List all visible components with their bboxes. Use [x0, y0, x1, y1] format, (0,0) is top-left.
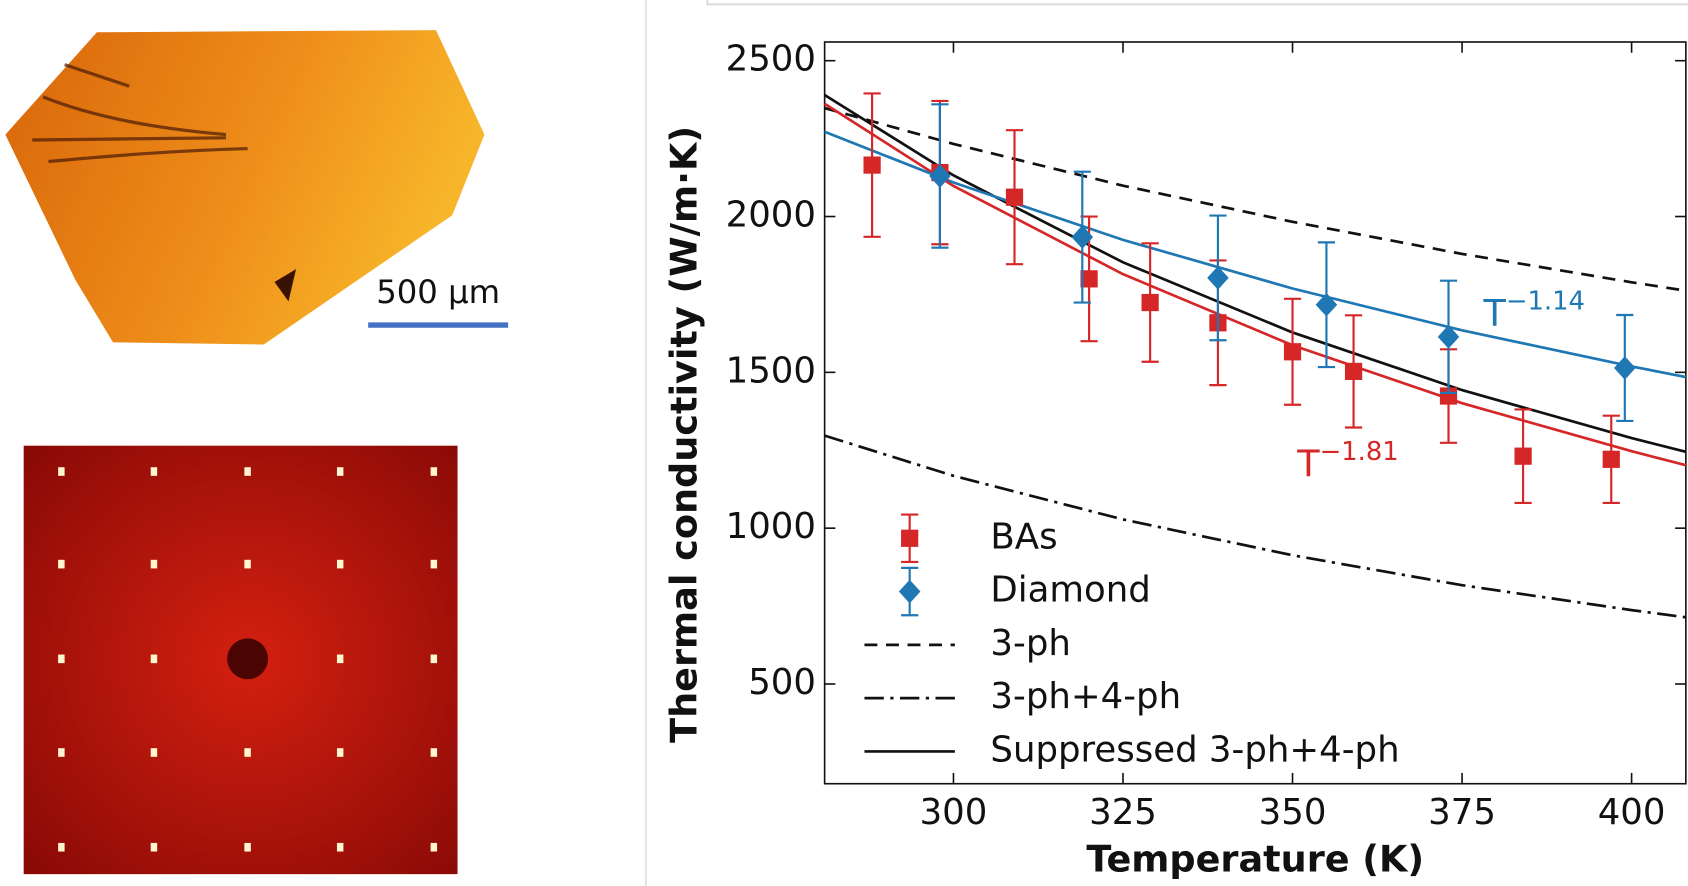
legend-label: Diamond: [990, 570, 1150, 611]
marker-diamond: [1614, 356, 1636, 380]
laue-spot: [150, 654, 158, 664]
legend-label: 3-ph+4-ph: [990, 676, 1181, 717]
scale-bar-label: 500 µm: [376, 273, 500, 311]
marker-square: [1283, 343, 1302, 361]
plot: 300 325 350 375 400 500 1000 1500 2000 2500 Temper…: [662, 39, 1687, 881]
laue-spot: [430, 654, 438, 664]
marker-square: [1141, 293, 1159, 312]
x-tick-label: 375: [1428, 792, 1496, 833]
laue-spot: [150, 748, 158, 757]
marker-square: [1005, 188, 1024, 206]
x-tick-label: 325: [1089, 792, 1157, 833]
annotation: T−1.14: [1482, 286, 1585, 334]
laue-spot: [430, 748, 438, 757]
laue-spot: [430, 559, 438, 569]
series-line: [824, 434, 1687, 619]
series-line: [824, 106, 1687, 293]
laue-spot: [244, 559, 251, 569]
marker-diamond: [1207, 266, 1229, 290]
laue-spot: [58, 842, 65, 852]
annotation-base: T: [1482, 291, 1506, 334]
laue-spot: [58, 748, 65, 757]
laue-spot: [244, 467, 251, 476]
marker-square: [1439, 387, 1458, 405]
marker-square: [901, 529, 919, 547]
plot-frame: [823, 41, 1687, 785]
laue-spot: [244, 842, 251, 852]
crystal-photo: 500 µm: [5, 30, 509, 345]
marker-square: [1602, 450, 1620, 468]
marker-diamond: [1437, 324, 1460, 349]
laue-spot: [336, 654, 344, 664]
marker-diamond: [929, 164, 951, 188]
marker-square: [1080, 270, 1098, 288]
x-axis-label: Temperature (K): [1086, 838, 1424, 881]
laue-spot: [150, 467, 158, 476]
marker-diamond: [898, 579, 921, 604]
marker-square: [863, 156, 881, 174]
annotation-base: T: [1296, 442, 1320, 485]
laue-spot: [336, 559, 344, 569]
marker-square: [1514, 447, 1532, 465]
laue-spot: [58, 654, 65, 664]
legend-label: 3-ph: [990, 623, 1070, 664]
x-tick-label: 350: [1259, 792, 1327, 833]
laue-spot: [430, 842, 438, 852]
annotation: T−1.81: [1296, 437, 1399, 485]
marker-diamond: [1315, 292, 1338, 317]
frame-edge: [706, 0, 1688, 6]
y-axis-label: Thermal conductivity (W/m·K): [662, 126, 705, 743]
laue-spot: [336, 842, 344, 852]
x-tick-label: 300: [920, 792, 988, 833]
y-tick-label: 1500: [726, 350, 816, 391]
laue-spot: [336, 748, 344, 757]
y-tick-label: 2000: [726, 195, 816, 236]
x-tick-label: 400: [1598, 792, 1666, 833]
y-tick-label: 1000: [726, 506, 816, 547]
annotation-exponent: −1.14: [1506, 286, 1585, 316]
laue-spot: [244, 748, 251, 757]
marker-square: [1344, 362, 1363, 381]
y-tick-label: 2500: [726, 39, 816, 80]
series-line: [823, 102, 1687, 467]
series-line: [824, 130, 1687, 379]
y-tick-label: 500: [748, 662, 816, 703]
laue-spot: [58, 467, 65, 476]
laue-spot: [150, 559, 158, 569]
legend-label: Suppressed 3-ph+4-ph: [990, 729, 1399, 770]
laue-spot: [336, 467, 344, 476]
legend-label: BAs: [990, 516, 1057, 557]
laue-spot: [150, 842, 158, 852]
annotation-exponent: −1.81: [1320, 437, 1399, 467]
diffraction-image: [23, 445, 458, 875]
laue-spot: [58, 559, 65, 569]
series-line: [823, 93, 1687, 454]
laue-spot: [430, 467, 438, 476]
